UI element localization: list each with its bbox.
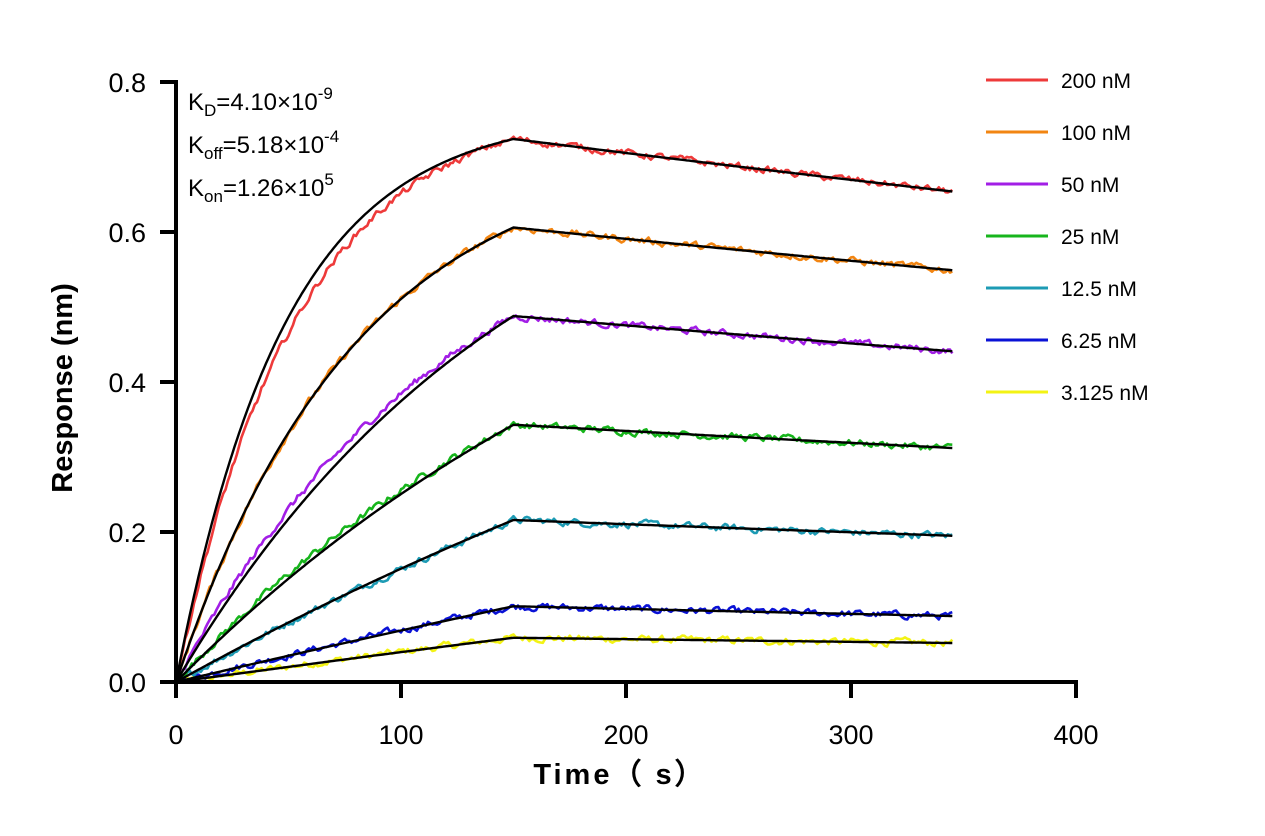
axes: 0.0 0.2 0.4 0.6 0.8 0 100 200 300 400 [108,68,1098,750]
series-fit-1 [174,226,953,683]
x-tick-label-2: 200 [603,720,648,750]
series-observed-3 [175,420,953,683]
y-tick-label-0: 0.0 [108,668,146,698]
series-observed-2 [174,314,954,683]
series-layer [174,135,954,684]
kinetic-constant-2: Kon=1.26×105 [188,170,334,206]
kinetic-constants: KD=4.10×10-9 Koff=5.18×10-4 Kon=1.26×105 [188,84,339,206]
y-axis-title: Response (nm) [47,283,79,492]
series-fit-2 [174,314,953,683]
legend-label-5: 6.25 nM [1061,330,1137,353]
legend-label-0: 200 nM [1061,70,1131,93]
legend-label-1: 100 nM [1061,122,1131,145]
legend-label-4: 12.5 nM [1061,278,1137,301]
x-tick-label-3: 300 [828,720,873,750]
legend-label-3: 25 nM [1061,226,1119,249]
y-tick-label-2: 0.4 [108,368,146,398]
legend: 200 nM 100 nM 50 nM 25 nM 12.5 nM 6.25 nM 3.12… [986,70,1149,405]
legend-label-2: 50 nM [1061,174,1119,197]
series-fit-0 [174,137,953,683]
series-observed-0 [174,135,954,683]
y-tick-label-3: 0.6 [108,218,146,248]
series-observed-4 [175,514,953,684]
series-fit-3 [175,423,953,683]
y-tick-label-4: 0.8 [108,68,146,98]
legend-label-6: 3.125 nM [1061,382,1149,405]
x-tick-label-4: 400 [1053,720,1098,750]
series-fit-4 [175,518,953,684]
x-tick-label-0: 0 [168,720,183,750]
kinetic-constant-0: KD=4.10×10-9 [188,84,333,120]
y-tick-label-1: 0.2 [108,518,146,548]
kinetic-constant-1: Koff=5.18×10-4 [188,127,339,163]
series-observed-5 [175,602,953,684]
series-fit-5 [175,605,953,684]
x-axis-title: Time（ s） [533,758,706,791]
x-tick-label-1: 100 [378,720,423,750]
series-fit-6 [175,636,953,684]
